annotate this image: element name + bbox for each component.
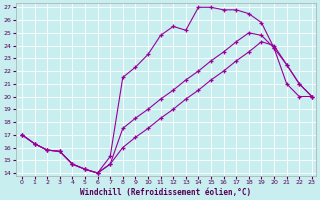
X-axis label: Windchill (Refroidissement éolien,°C): Windchill (Refroidissement éolien,°C) xyxy=(80,188,251,197)
